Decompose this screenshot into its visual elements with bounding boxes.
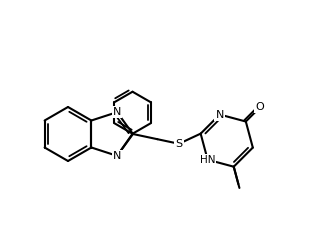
Text: HN: HN — [200, 155, 215, 165]
Text: N: N — [113, 107, 121, 117]
Text: N: N — [113, 151, 122, 161]
Text: S: S — [175, 139, 182, 149]
Text: N: N — [215, 110, 224, 120]
Text: O: O — [256, 102, 264, 112]
